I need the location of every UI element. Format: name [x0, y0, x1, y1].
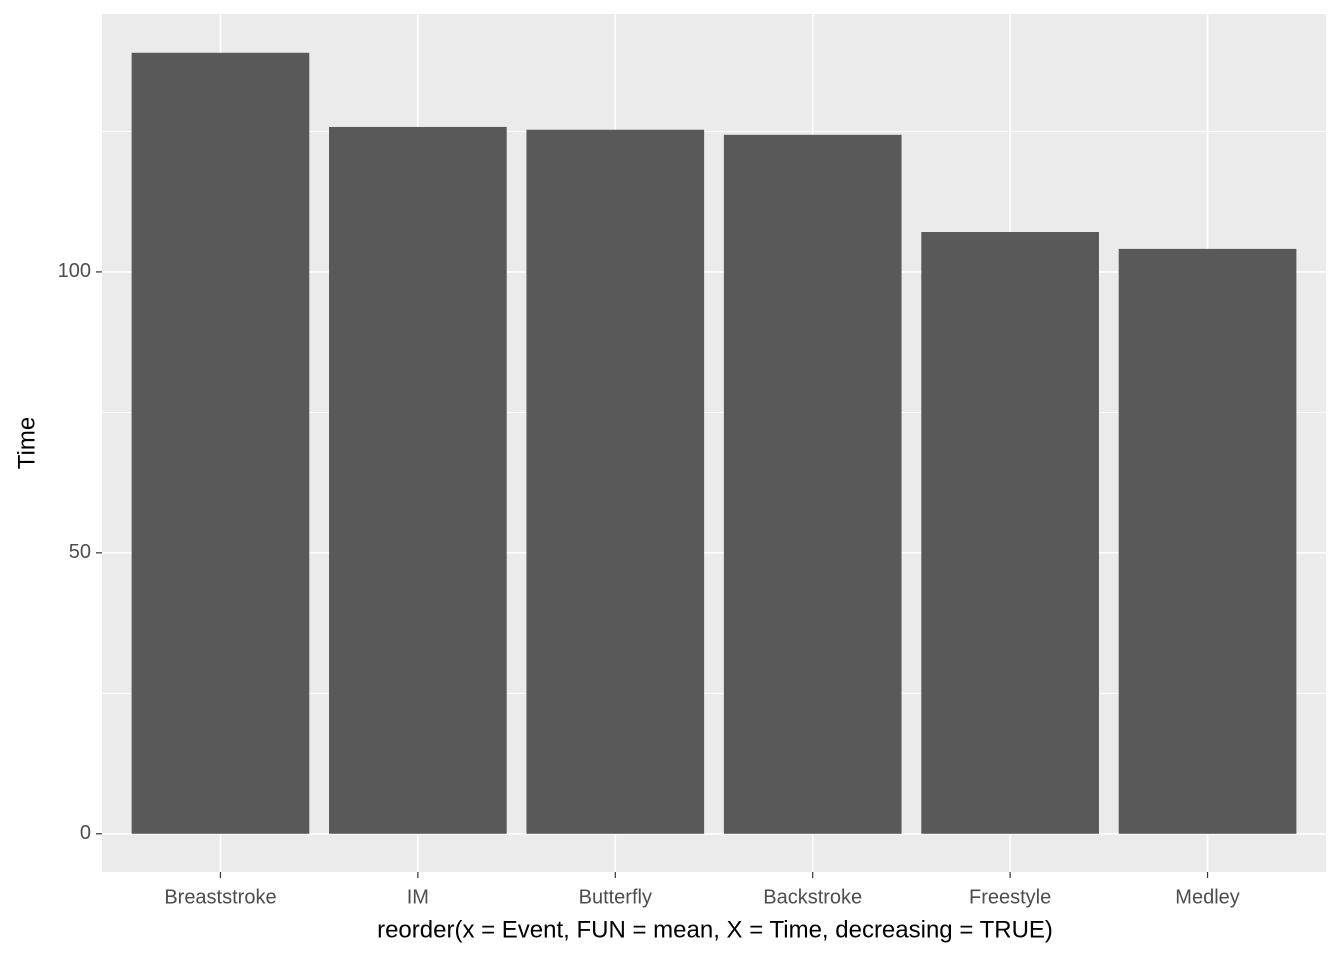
x-tick-label: IM — [407, 886, 429, 908]
y-tick-label: 0 — [80, 822, 91, 844]
x-tick-label: Breaststroke — [164, 886, 276, 908]
bar — [1118, 248, 1297, 834]
bar — [723, 134, 902, 834]
bar — [131, 52, 310, 834]
bar — [921, 232, 1099, 834]
x-tick-label: Medley — [1175, 886, 1239, 908]
y-axis-title: Time — [13, 417, 40, 469]
bar — [329, 126, 507, 834]
y-tick-label: 50 — [69, 541, 91, 563]
x-tick-label: Backstroke — [763, 886, 862, 908]
x-axis-title: reorder(x = Event, FUN = mean, X = Time,… — [377, 916, 1053, 943]
y-tick-label: 100 — [58, 260, 91, 282]
bar — [526, 129, 705, 834]
x-tick-label: Freestyle — [969, 886, 1051, 908]
x-tick-label: Butterfly — [579, 886, 652, 908]
